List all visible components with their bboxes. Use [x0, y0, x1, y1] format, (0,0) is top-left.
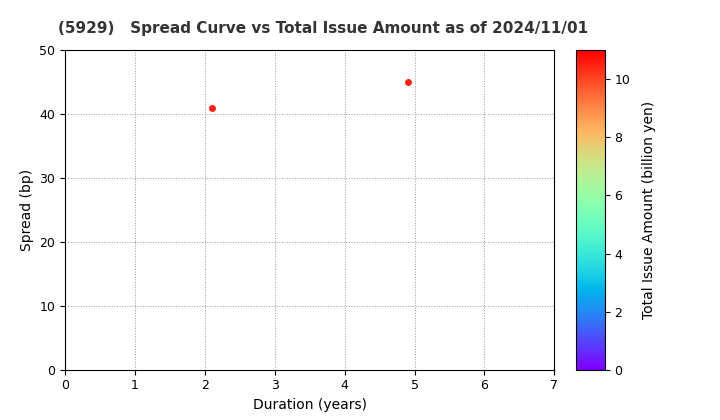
Point [206, 105, 217, 111]
X-axis label: Duration (years): Duration (years) [253, 398, 366, 412]
Text: (5929)   Spread Curve vs Total Issue Amount as of 2024/11/01: (5929) Spread Curve vs Total Issue Amoun… [58, 21, 588, 36]
Y-axis label: Total Issue Amount (billion yen): Total Issue Amount (billion yen) [642, 101, 655, 319]
Y-axis label: Spread (bp): Spread (bp) [19, 169, 34, 251]
Point [402, 79, 413, 86]
